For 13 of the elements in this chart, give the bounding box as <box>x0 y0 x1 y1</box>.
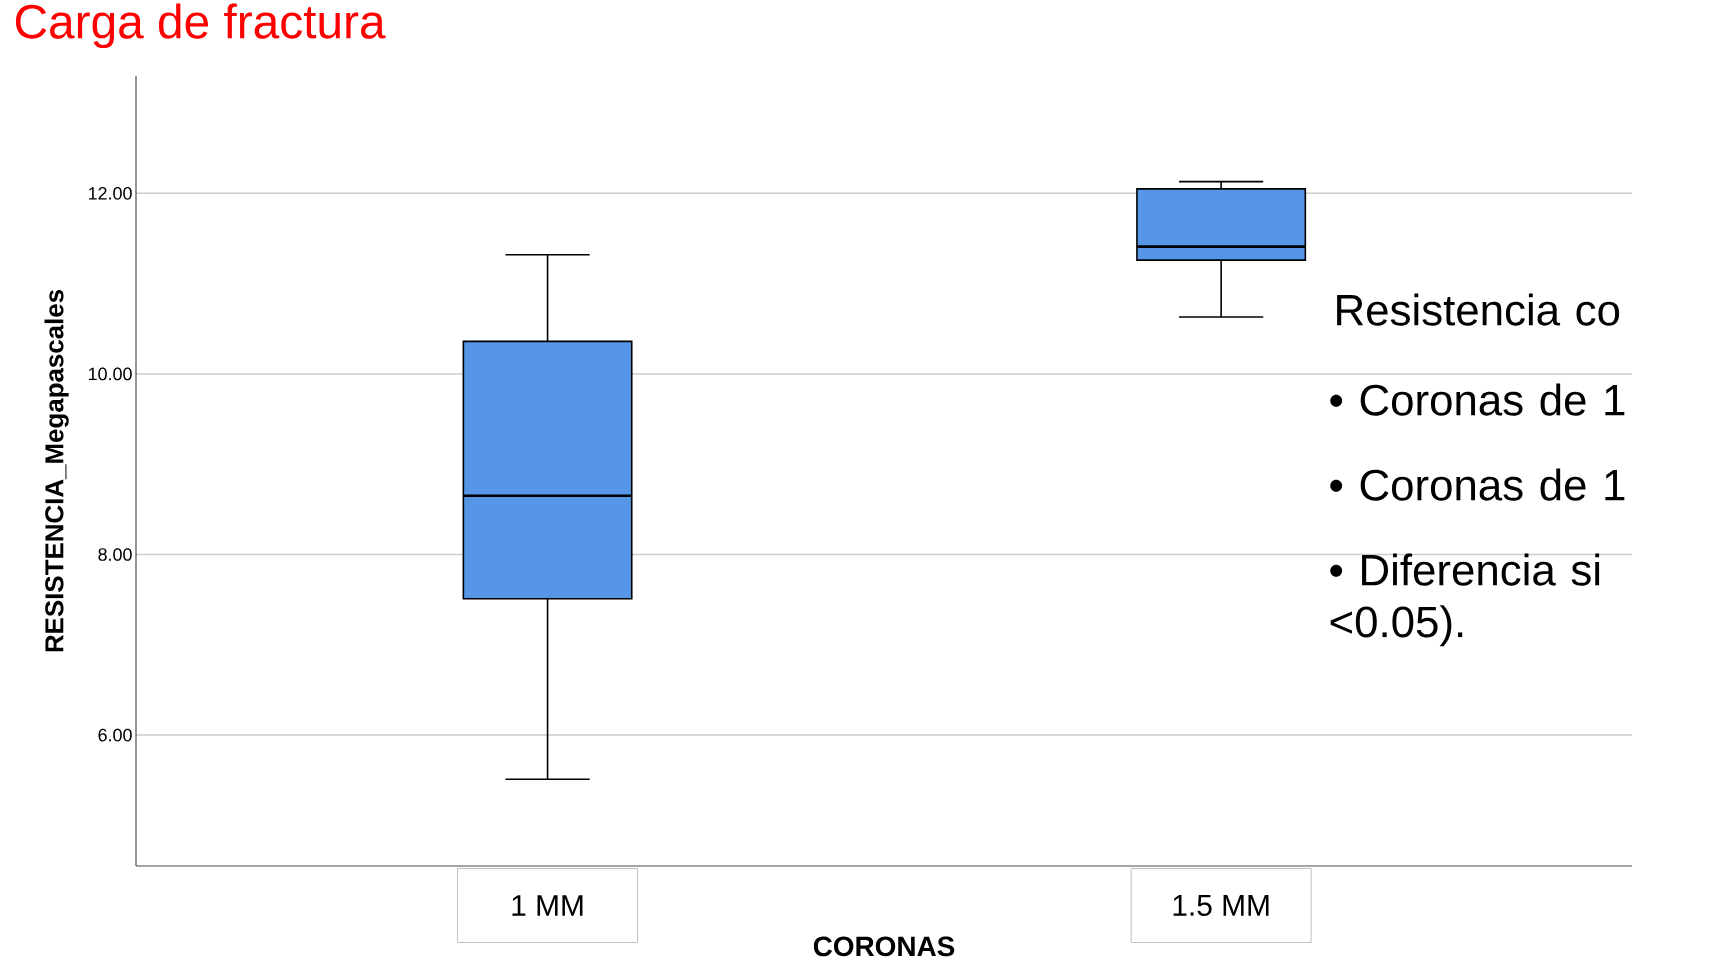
annotation: Resistencia co <box>1337 293 1620 326</box>
chart-title: Carga de fractura <box>15 3 386 49</box>
y-tick-label: 6.00 <box>98 728 132 742</box>
x-tick-label: 1.5 MM <box>1173 895 1269 916</box>
y-tick-label: 8.00 <box>98 548 132 561</box>
x-axis-title: CORONAS <box>813 936 955 957</box>
annotation: • Coronas de 1 <box>1330 468 1625 501</box>
annotation: • Diferencia si <0.05). <box>1330 553 1600 647</box>
annotation: • Coronas de 1 <box>1330 383 1625 416</box>
y-axis-title: RESISTENCIA_Megapascales <box>44 289 69 652</box>
y-tick-label: 10.00 <box>88 367 132 381</box>
y-tick-label: 12.00 <box>88 186 132 200</box>
x-tick-label: 1 MM <box>512 895 583 916</box>
